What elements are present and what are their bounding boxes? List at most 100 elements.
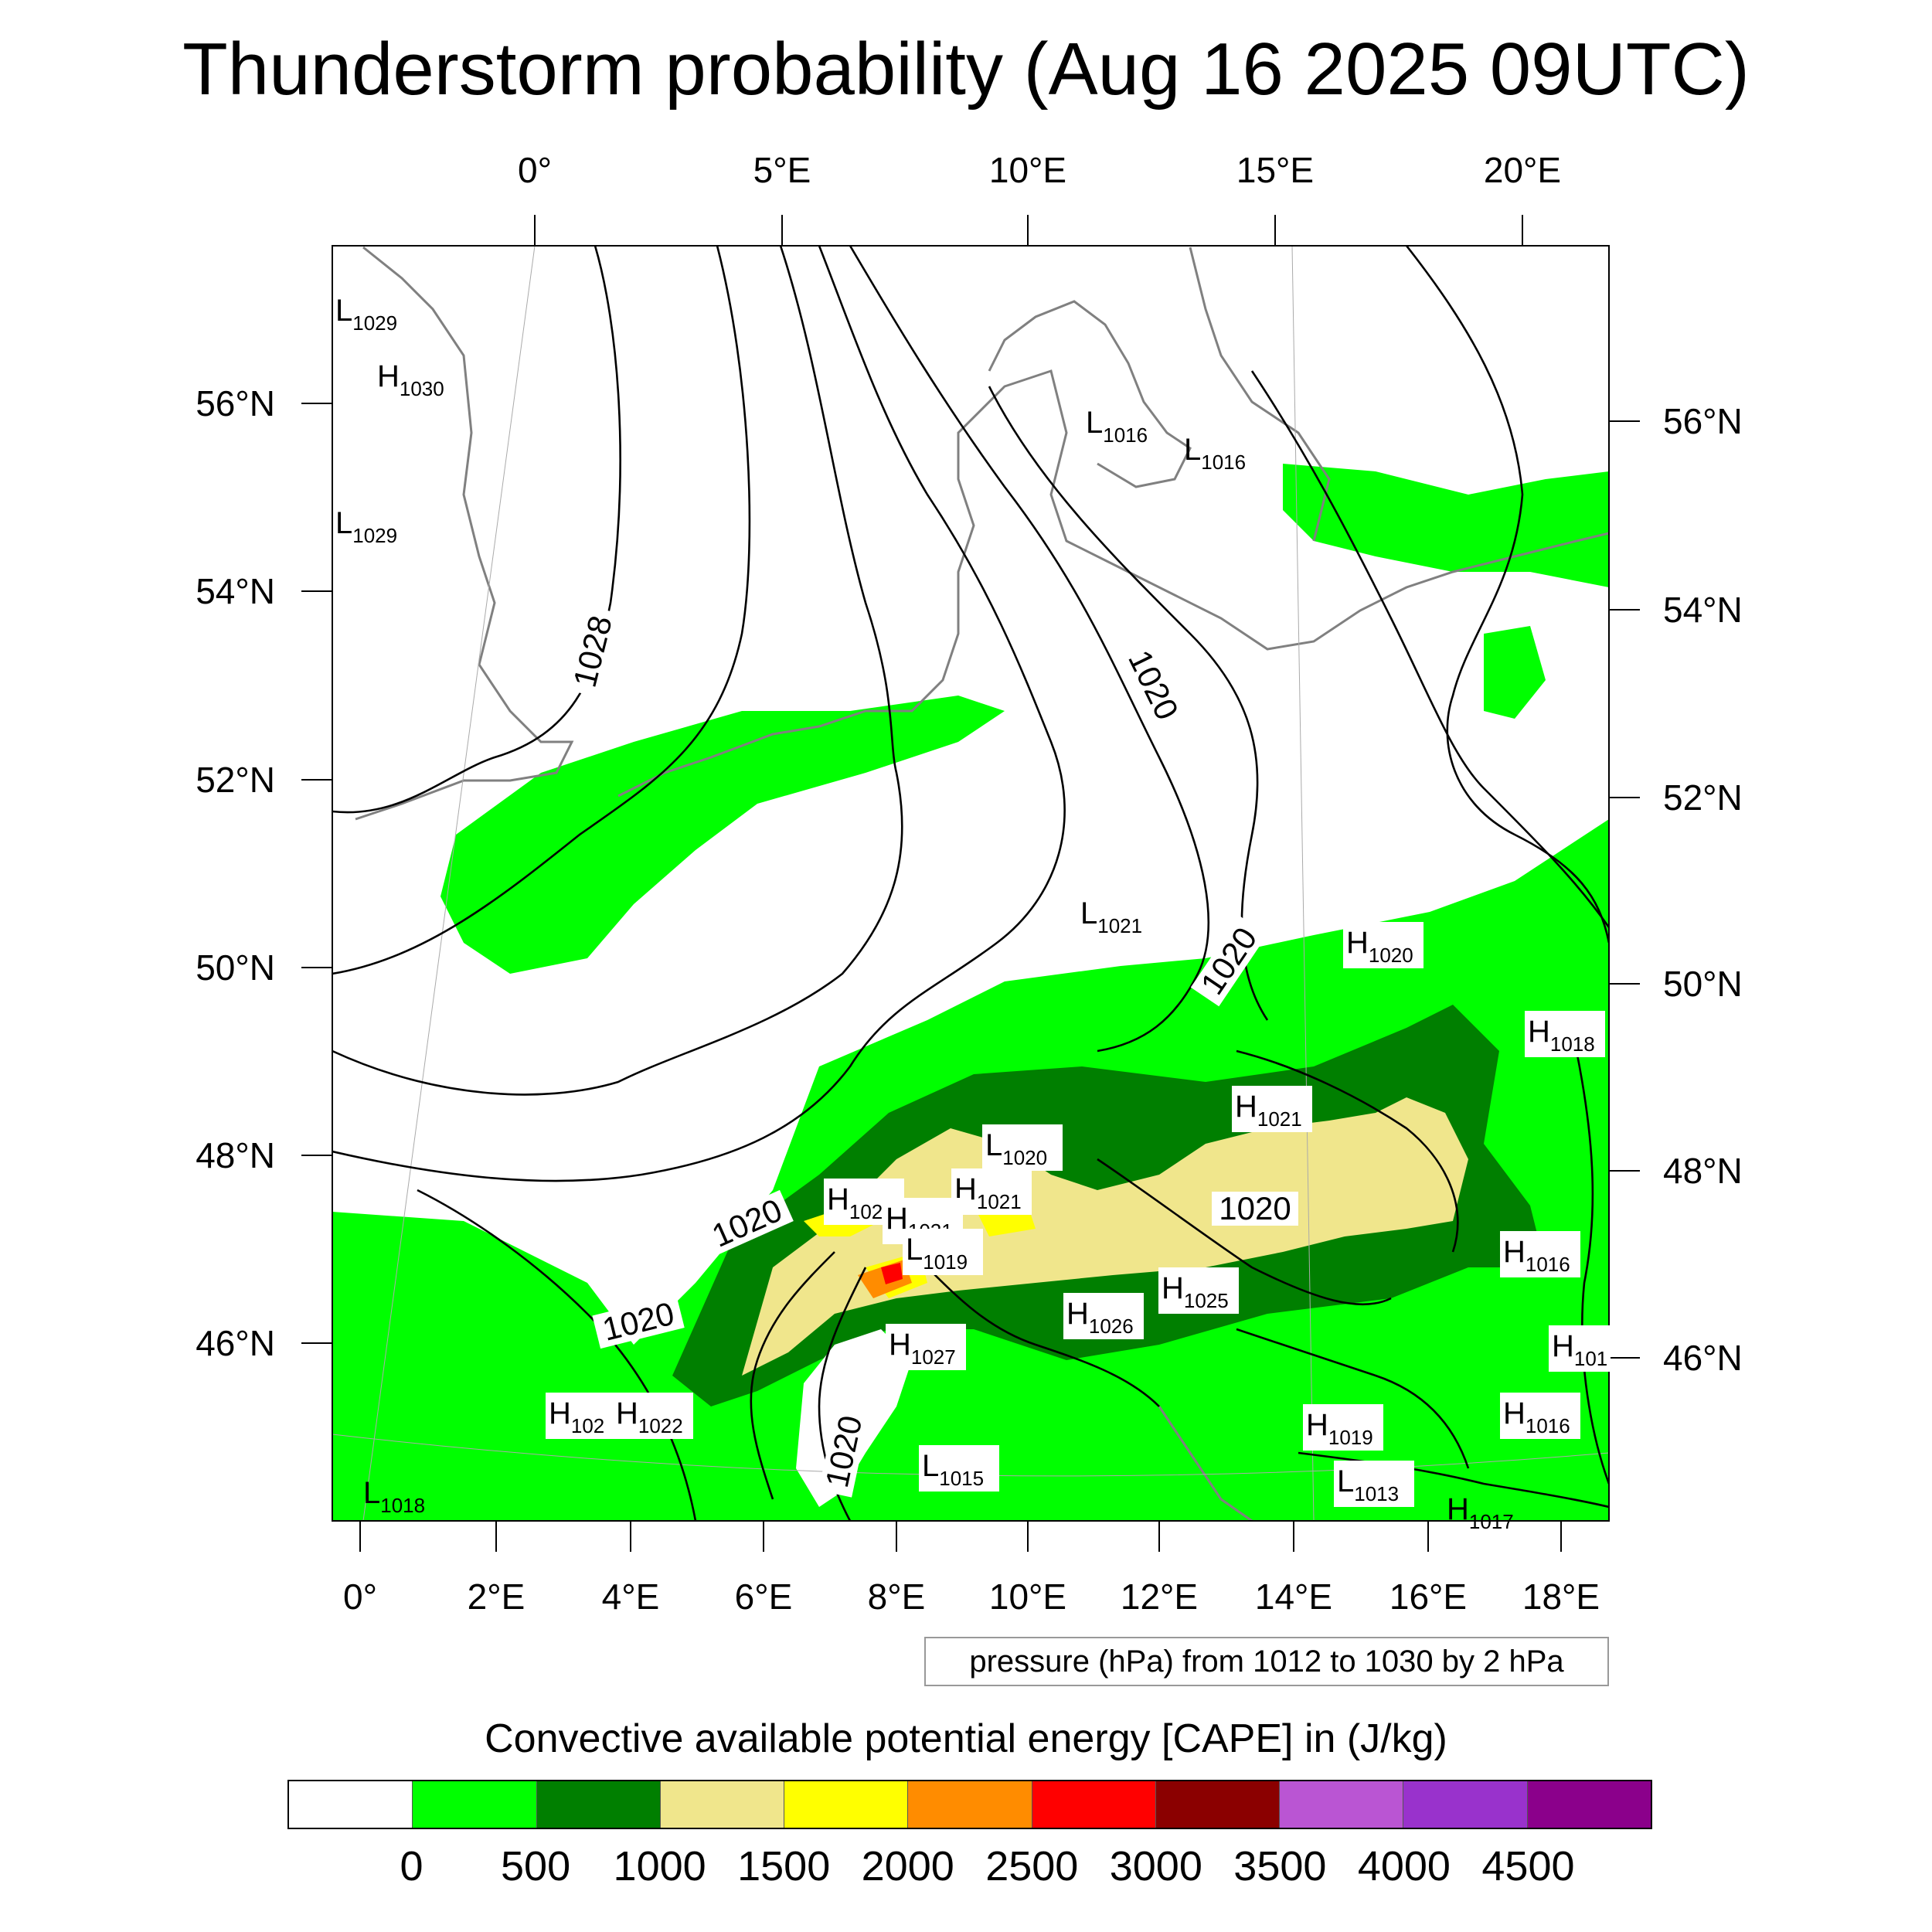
- bottom-lon-label: 14°E: [1255, 1577, 1332, 1617]
- axis-ticks: [301, 215, 1640, 1552]
- pressure-center-label: H1022: [616, 1396, 683, 1437]
- page-title: Thunderstorm probability (Aug 16 2025 09…: [182, 28, 1750, 111]
- isobar-label: 1028: [566, 612, 619, 691]
- bottom-lon-label: 10°E: [989, 1577, 1066, 1617]
- pressure-center-label: H1021: [954, 1172, 1022, 1213]
- pressure-center-label: H1030: [377, 359, 444, 400]
- cape-area-red: [881, 1263, 903, 1284]
- pressure-center-labels: L1029 H1030 L1029 L1016 L1016 L1021 H102…: [335, 294, 1611, 1533]
- colorbar-tick-label: 1500: [737, 1843, 831, 1889]
- colorbar-tick-label: 1000: [613, 1843, 706, 1889]
- pressure-center-label: H1027: [889, 1328, 956, 1369]
- left-lat-label: 48°N: [196, 1135, 275, 1175]
- bottom-lon-label: 0°: [343, 1577, 377, 1617]
- left-lat-label: 54°N: [196, 571, 275, 611]
- right-lat-label: 56°N: [1663, 401, 1743, 441]
- bottom-lon-label: 16°E: [1389, 1577, 1467, 1617]
- colorbar-box: [536, 1781, 661, 1828]
- right-lat-label: 50°N: [1663, 964, 1743, 1004]
- coastline-britain: [355, 246, 574, 821]
- cape-area-green-west: [440, 696, 1005, 974]
- isobar-label: 1020: [1219, 1190, 1291, 1226]
- right-lat-label: 46°N: [1663, 1338, 1743, 1378]
- pressure-center-label: H1026: [1066, 1297, 1134, 1338]
- cape-area-green-north: [1283, 464, 1609, 587]
- right-latitude-labels: 56°N 54°N 52°N 50°N 48°N 46°N: [1663, 401, 1743, 1378]
- colorbar-box: [1280, 1781, 1404, 1828]
- top-lon-label: 5°E: [753, 150, 811, 190]
- coastline-adriatic: [1158, 1406, 1253, 1521]
- pressure-center-label: L1029: [335, 294, 397, 335]
- colorbar-box: [413, 1781, 537, 1828]
- colorbar-labels: 0 500 1000 1500 2000 2500 3000 3500 4000 4500: [0, 1839, 1932, 1893]
- cape-shading: [332, 464, 1609, 1521]
- pressure-center-label: H1016: [1503, 1235, 1570, 1276]
- pressure-center-label: L1016: [1086, 406, 1148, 447]
- bottom-lon-label: 8°E: [868, 1577, 926, 1617]
- bottom-lon-label: 12°E: [1121, 1577, 1198, 1617]
- colorbar: [287, 1780, 1652, 1829]
- pressure-center-label: L1019: [906, 1233, 968, 1274]
- colorbar-box: [1527, 1781, 1651, 1828]
- colorbar-box: [1155, 1781, 1281, 1828]
- coastline-continent: [617, 369, 1609, 798]
- right-lat-label: 52°N: [1663, 777, 1743, 818]
- left-lat-label: 52°N: [196, 760, 275, 800]
- pressure-center-label: L1015: [922, 1449, 984, 1490]
- pressure-center-label: H1021: [1235, 1090, 1302, 1131]
- colorbar-tick-label: 4500: [1481, 1843, 1575, 1889]
- top-lon-label: 0°: [518, 150, 552, 190]
- top-lon-label: 20°E: [1484, 150, 1561, 190]
- pressure-center-label: H101: [1552, 1329, 1607, 1370]
- top-longitude-labels: 0° 5°E 10°E 15°E 20°E: [518, 150, 1561, 190]
- colorbar-box: [1032, 1781, 1156, 1828]
- colorbar-tick-label: 4000: [1357, 1843, 1451, 1889]
- bottom-longitude-labels: 0° 2°E 4°E 6°E 8°E 10°E 12°E 14°E 16°E 1…: [343, 1577, 1600, 1617]
- bottom-lon-label: 4°E: [602, 1577, 660, 1617]
- pressure-center-label: H102: [549, 1396, 604, 1437]
- cape-area-green-poland: [1484, 626, 1546, 719]
- bottom-lon-label: 18°E: [1522, 1577, 1600, 1617]
- left-latitude-labels: 56°N 54°N 52°N 50°N 48°N 46°N: [196, 383, 275, 1363]
- pressure-center-label: H1018: [1528, 1015, 1595, 1056]
- right-lat-label: 48°N: [1663, 1151, 1743, 1191]
- colorbar-tick-label: 3500: [1233, 1843, 1327, 1889]
- pressure-center-label: H1020: [1346, 926, 1413, 967]
- left-lat-label: 46°N: [196, 1323, 275, 1363]
- colorbar-title: Convective available potential energy [C…: [485, 1716, 1447, 1761]
- coastline-sweden: [1189, 247, 1331, 542]
- pressure-center-label: L1021: [1080, 896, 1142, 937]
- pressure-center-label: H1017: [1447, 1492, 1514, 1533]
- contour-info-box: pressure (hPa) from 1012 to 1030 by 2 hP…: [924, 1637, 1609, 1686]
- pressure-center-label: L1016: [1184, 433, 1246, 474]
- pressure-center-label: L1020: [985, 1128, 1047, 1169]
- colorbar-box: [908, 1781, 1032, 1828]
- cape-area-khaki: [742, 1097, 1468, 1376]
- colorbar-box: [1403, 1781, 1528, 1828]
- right-lat-label: 54°N: [1663, 590, 1743, 630]
- coastline-denmark: [988, 300, 1192, 488]
- left-lat-label: 56°N: [196, 383, 275, 423]
- pressure-center-label: L1018: [363, 1476, 425, 1517]
- left-lat-label: 50°N: [196, 947, 275, 988]
- coastlines: [355, 246, 1609, 1521]
- colorbar-box: [660, 1781, 785, 1828]
- colorbar-box: [289, 1781, 413, 1828]
- bottom-lon-label: 2°E: [468, 1577, 526, 1617]
- colorbar-tick-label: 500: [501, 1843, 571, 1889]
- map-frame: [332, 245, 1610, 1522]
- bottom-lon-label: 6°E: [735, 1577, 793, 1617]
- top-lon-label: 10°E: [989, 150, 1066, 190]
- colorbar-tick-label: 2500: [985, 1843, 1079, 1889]
- isobar-label: 1020: [1121, 645, 1185, 726]
- pressure-center-label: H1016: [1503, 1396, 1570, 1437]
- pressure-center-label: H1019: [1306, 1408, 1373, 1449]
- colorbar-tick-label: 3000: [1109, 1843, 1202, 1889]
- colorbar-tick-label: 0: [400, 1843, 423, 1889]
- pressure-center-label: L1013: [1337, 1464, 1399, 1505]
- colorbar-box: [784, 1781, 909, 1828]
- colorbar-tick-label: 2000: [861, 1843, 954, 1889]
- pressure-center-label: L1029: [335, 506, 397, 547]
- pressure-center-label: H1025: [1162, 1271, 1229, 1312]
